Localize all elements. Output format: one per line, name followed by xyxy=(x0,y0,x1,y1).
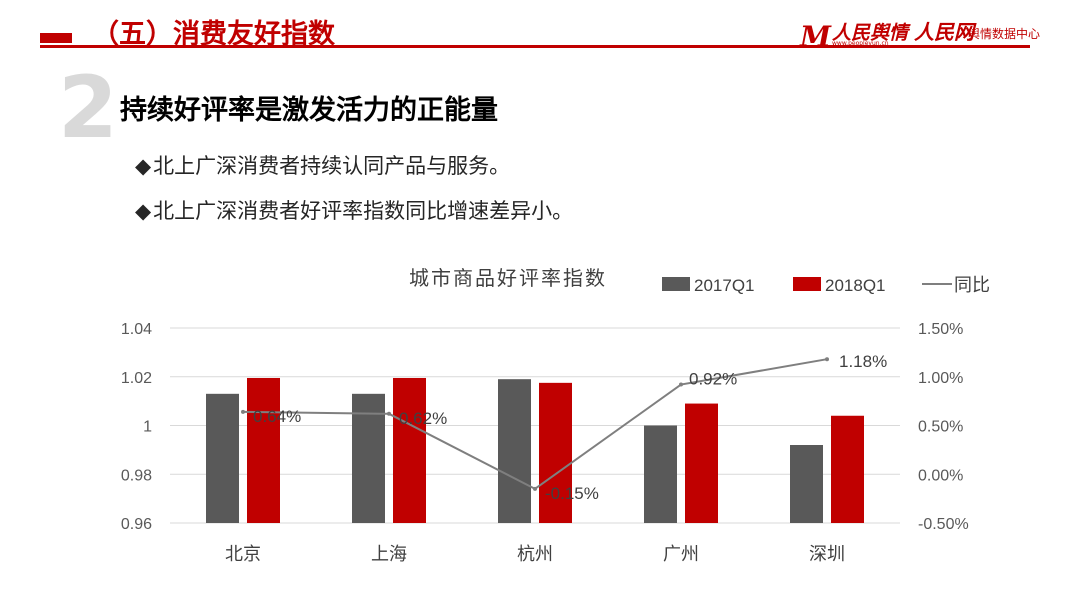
line-point xyxy=(387,411,391,416)
x-tick-label: 深圳 xyxy=(809,544,845,565)
bar-2018Q1 xyxy=(393,377,426,523)
bar-2017Q1 xyxy=(644,425,677,523)
bar-2017Q1 xyxy=(790,445,823,523)
logo-name: 人民舆情 xyxy=(832,22,909,44)
y-left-tick-label: 1 xyxy=(143,419,152,436)
page-title: （五）消费友好指数 xyxy=(92,19,335,50)
header-accent-bar xyxy=(40,33,72,43)
y-right-tick-label: 0.00% xyxy=(918,467,963,484)
bar-2018Q1 xyxy=(539,382,572,523)
bar-2017Q1 xyxy=(206,393,239,523)
y-left-tick-label: 1.02 xyxy=(121,370,152,387)
bar-2017Q1 xyxy=(498,379,531,523)
line-data-label: -0.15% xyxy=(545,484,599,503)
bullet-item: ◆北上广深消费者持续认同产品与服务。 xyxy=(135,150,510,180)
line-data-label: 0.92% xyxy=(689,370,737,389)
logo-site: www.peopleyun.cn xyxy=(832,40,889,47)
bar-2018Q1 xyxy=(685,403,718,523)
chart-title: 城市商品好评率指数 xyxy=(409,266,607,290)
bar-2018Q1 xyxy=(247,377,280,523)
line-point xyxy=(825,357,829,362)
legend-swatch-2017 xyxy=(662,277,690,291)
line-point xyxy=(241,409,245,414)
y-left-tick-label: 1.04 xyxy=(121,321,152,338)
line-data-label: 0.64% xyxy=(253,407,301,426)
legend-label: 2017Q1 xyxy=(694,276,755,295)
x-tick-label: 广州 xyxy=(663,544,699,565)
legend-swatch-2018 xyxy=(793,277,821,291)
bar-2017Q1 xyxy=(352,393,385,523)
line-data-label: 0.62% xyxy=(399,409,447,428)
diamond-bullet-icon: ◆ xyxy=(135,199,152,223)
line-point xyxy=(679,382,683,387)
x-tick-label: 北京 xyxy=(225,544,261,565)
y-right-tick-label: -0.50% xyxy=(918,516,969,533)
x-tick-label: 杭州 xyxy=(517,544,553,565)
legend-label: 同比 xyxy=(954,275,990,296)
line-data-label: 1.18% xyxy=(839,352,887,371)
y-left-tick-label: 0.98 xyxy=(121,467,152,484)
line-point xyxy=(533,486,537,491)
logo-name-2: 人民网 xyxy=(914,20,974,44)
y-left-tick-label: 0.96 xyxy=(121,516,152,533)
diamond-bullet-icon: ◆ xyxy=(135,154,152,178)
legend-label: 2018Q1 xyxy=(825,276,886,295)
bullet-item: ◆北上广深消费者好评率指数同比增速差异小。 xyxy=(135,195,573,225)
header: （五）消费友好指数 M 人民舆情 www.peopleyun.cn 人民网 舆情… xyxy=(0,0,1080,70)
section-title: 持续好评率是激发活力的正能量 xyxy=(120,95,498,126)
y-right-tick-label: 1.50% xyxy=(918,321,963,338)
line-yoy xyxy=(242,358,828,491)
bullet-text: 北上广深消费者好评率指数同比增速差异小。 xyxy=(153,199,574,223)
people-logo-icon: M xyxy=(800,20,831,53)
bar-2018Q1 xyxy=(831,415,864,523)
logo-center: 舆情数据中心 xyxy=(968,27,1041,41)
header-divider xyxy=(40,45,1030,48)
section-number: 2 xyxy=(58,58,118,158)
y-right-tick-label: 0.50% xyxy=(918,419,963,436)
y-right-tick-label: 1.00% xyxy=(918,370,963,387)
bullet-text: 北上广深消费者持续认同产品与服务。 xyxy=(153,154,511,178)
x-tick-label: 上海 xyxy=(371,544,407,565)
